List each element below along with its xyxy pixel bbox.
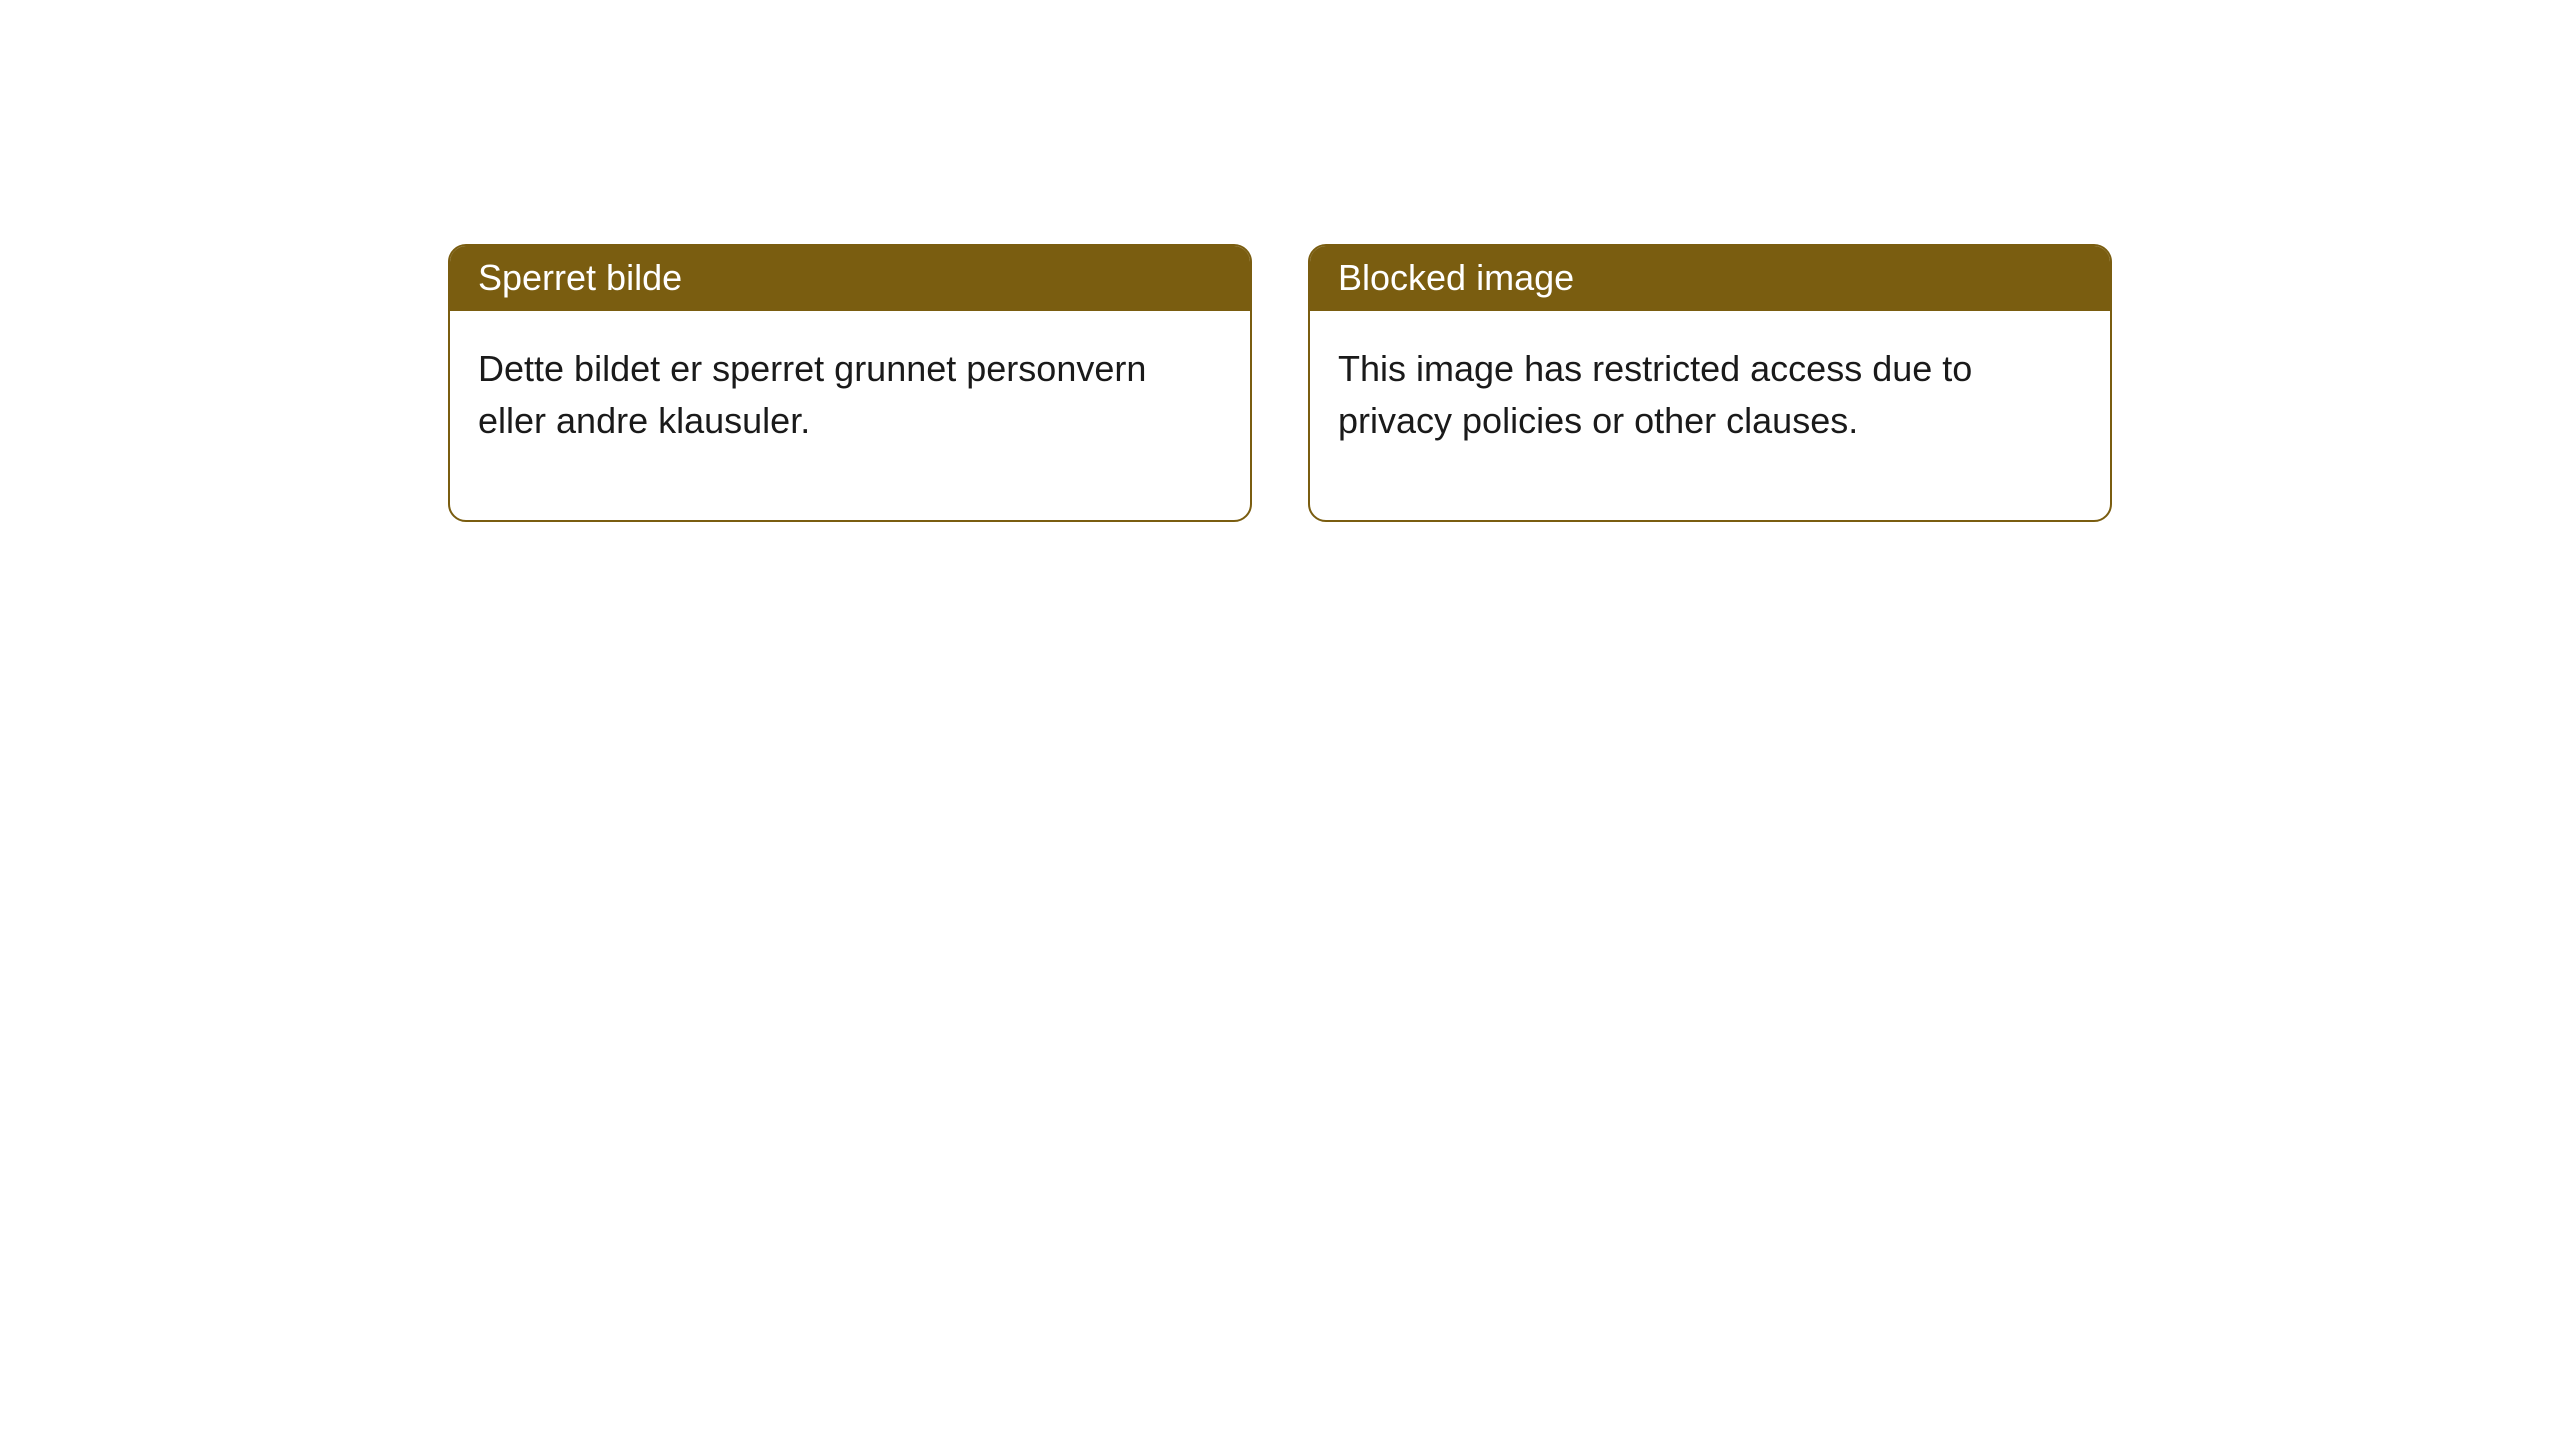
notice-body-english: This image has restricted access due to … bbox=[1310, 311, 2110, 519]
notice-body-norwegian: Dette bildet er sperret grunnet personve… bbox=[450, 311, 1250, 519]
notice-container: Sperret bilde Dette bildet er sperret gr… bbox=[0, 0, 2560, 522]
notice-card-norwegian: Sperret bilde Dette bildet er sperret gr… bbox=[448, 244, 1252, 522]
notice-header-norwegian: Sperret bilde bbox=[450, 246, 1250, 311]
notice-card-english: Blocked image This image has restricted … bbox=[1308, 244, 2112, 522]
notice-header-english: Blocked image bbox=[1310, 246, 2110, 311]
